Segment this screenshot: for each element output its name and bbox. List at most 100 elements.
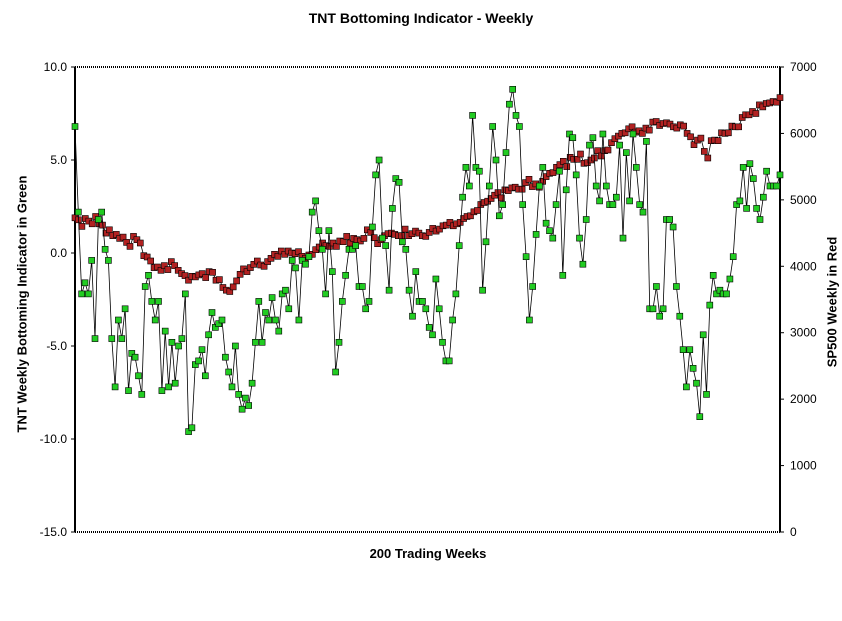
sp500-point: [202, 274, 209, 281]
sp500-point: [425, 229, 433, 236]
left-tick-label: -5.0: [46, 339, 67, 353]
tnt-indicator-point: [392, 175, 400, 182]
tnt-indicator-point: [115, 316, 122, 324]
tnt-indicator-point: [472, 164, 480, 171]
sp500-point: [126, 243, 134, 250]
tnt-indicator-point: [88, 257, 95, 264]
sp500-point: [216, 276, 223, 283]
tnt-indicator-point: [125, 387, 132, 394]
sp500-point: [697, 134, 705, 142]
chart-title: TNT Bottoming Indicator - Weekly: [308, 10, 534, 26]
tnt-indicator-point: [746, 160, 754, 167]
tnt-indicator-point: [385, 286, 393, 294]
tnt-indicator-point: [516, 123, 523, 130]
tnt-indicator-point: [402, 246, 410, 253]
tnt-indicator-point: [703, 391, 710, 398]
tnt-indicator-point: [425, 324, 433, 331]
tnt-indicator-point: [589, 134, 597, 141]
right-tick-label: 2000: [790, 392, 817, 406]
tnt-indicator-point: [522, 253, 530, 260]
tnt-indicator-point: [643, 138, 650, 145]
tnt-indicator-point: [202, 372, 209, 380]
tnt-indicator-point: [519, 201, 527, 208]
sp500-point: [78, 223, 86, 230]
right-tick-label: 4000: [790, 259, 817, 273]
sp500-point: [577, 150, 584, 158]
tnt-indicator-point: [308, 208, 316, 216]
tnt-indicator-point: [432, 275, 440, 283]
sp500-point: [164, 266, 172, 273]
tnt-indicator-point: [552, 201, 560, 208]
tnt-indicator-point: [399, 238, 406, 246]
tnt-indicator-point: [609, 201, 617, 208]
sp500-point: [725, 129, 732, 137]
sp500-point: [106, 226, 113, 234]
sp500-point: [401, 225, 409, 233]
tnt-indicator-point: [579, 260, 587, 268]
tnt-indicator-point: [592, 182, 600, 190]
tnt-indicator-point: [295, 316, 303, 324]
sp500-point: [745, 111, 753, 119]
tnt-indicator-point: [482, 238, 490, 246]
sp500-point: [573, 156, 581, 163]
tnt-indicator-point: [455, 242, 463, 249]
sp500-series: [71, 94, 784, 295]
sp500-point: [264, 258, 271, 265]
sp500-point: [333, 243, 340, 250]
tnt-indicator-point: [773, 182, 781, 190]
tnt-indicator-point: [512, 112, 520, 119]
tnt-indicator-point: [699, 331, 707, 339]
sp500-point: [773, 98, 780, 106]
tnt-indicator-point: [348, 246, 356, 253]
tnt-indicator-point: [322, 290, 329, 298]
sp500-point: [171, 262, 178, 269]
sp500-point: [123, 239, 130, 246]
sp500-point: [735, 123, 743, 131]
right-tick-label: 3000: [790, 326, 817, 340]
right-tick-label: 5000: [790, 193, 817, 207]
tnt-indicator-point: [288, 257, 296, 264]
tnt-indicator-point: [546, 227, 553, 234]
tnt-indicator-point: [452, 290, 460, 298]
y-axis-right-label: SP500 Weekly in Red: [824, 236, 840, 368]
sp500-point: [639, 130, 646, 137]
sp500-point: [198, 270, 206, 277]
tnt-indicator-point: [75, 208, 82, 216]
tnt-indicator-point: [245, 402, 252, 409]
sp500-point: [360, 235, 368, 242]
tnt-indicator-point: [91, 335, 99, 342]
tnt-indicator-point: [726, 275, 734, 283]
sp500-point: [277, 247, 285, 255]
sp500-point: [687, 133, 694, 141]
tnt-indicator-point: [145, 271, 152, 279]
tnt-indicator-point: [733, 201, 740, 208]
tnt-indicator-series: [71, 86, 784, 435]
sp500-point: [281, 251, 289, 258]
tnt-indicator-point: [195, 357, 202, 365]
tnt-indicator-point: [178, 335, 186, 342]
sp500-point: [260, 262, 268, 270]
tnt-indicator-point: [542, 219, 550, 227]
tnt-indicator-point: [192, 361, 199, 368]
right-tick-label: 6000: [790, 126, 817, 140]
tnt-indicator-point: [302, 260, 309, 268]
tnt-indicator-point: [225, 368, 232, 376]
tnt-indicator-point: [268, 294, 276, 301]
sp500-point: [102, 229, 110, 237]
sp500-point: [370, 234, 378, 241]
right-tick-label: 1000: [790, 459, 817, 473]
sp500-point: [422, 233, 430, 240]
tnt-indicator-point: [379, 234, 386, 242]
tnt-indicator-point: [469, 112, 476, 119]
sp500-point: [680, 122, 688, 130]
tnt-indicator-point: [151, 316, 159, 324]
tnt-indicator-point: [596, 197, 603, 205]
tnt-indicator-point: [723, 290, 730, 298]
sp500-point: [652, 118, 660, 125]
axes: [74, 66, 781, 533]
tnt-indicator-point: [131, 353, 139, 361]
sp500-point: [209, 268, 216, 276]
tnt-indicator-point: [328, 268, 336, 275]
sp500-point: [226, 288, 234, 295]
tnt-indicator-point: [485, 182, 493, 190]
